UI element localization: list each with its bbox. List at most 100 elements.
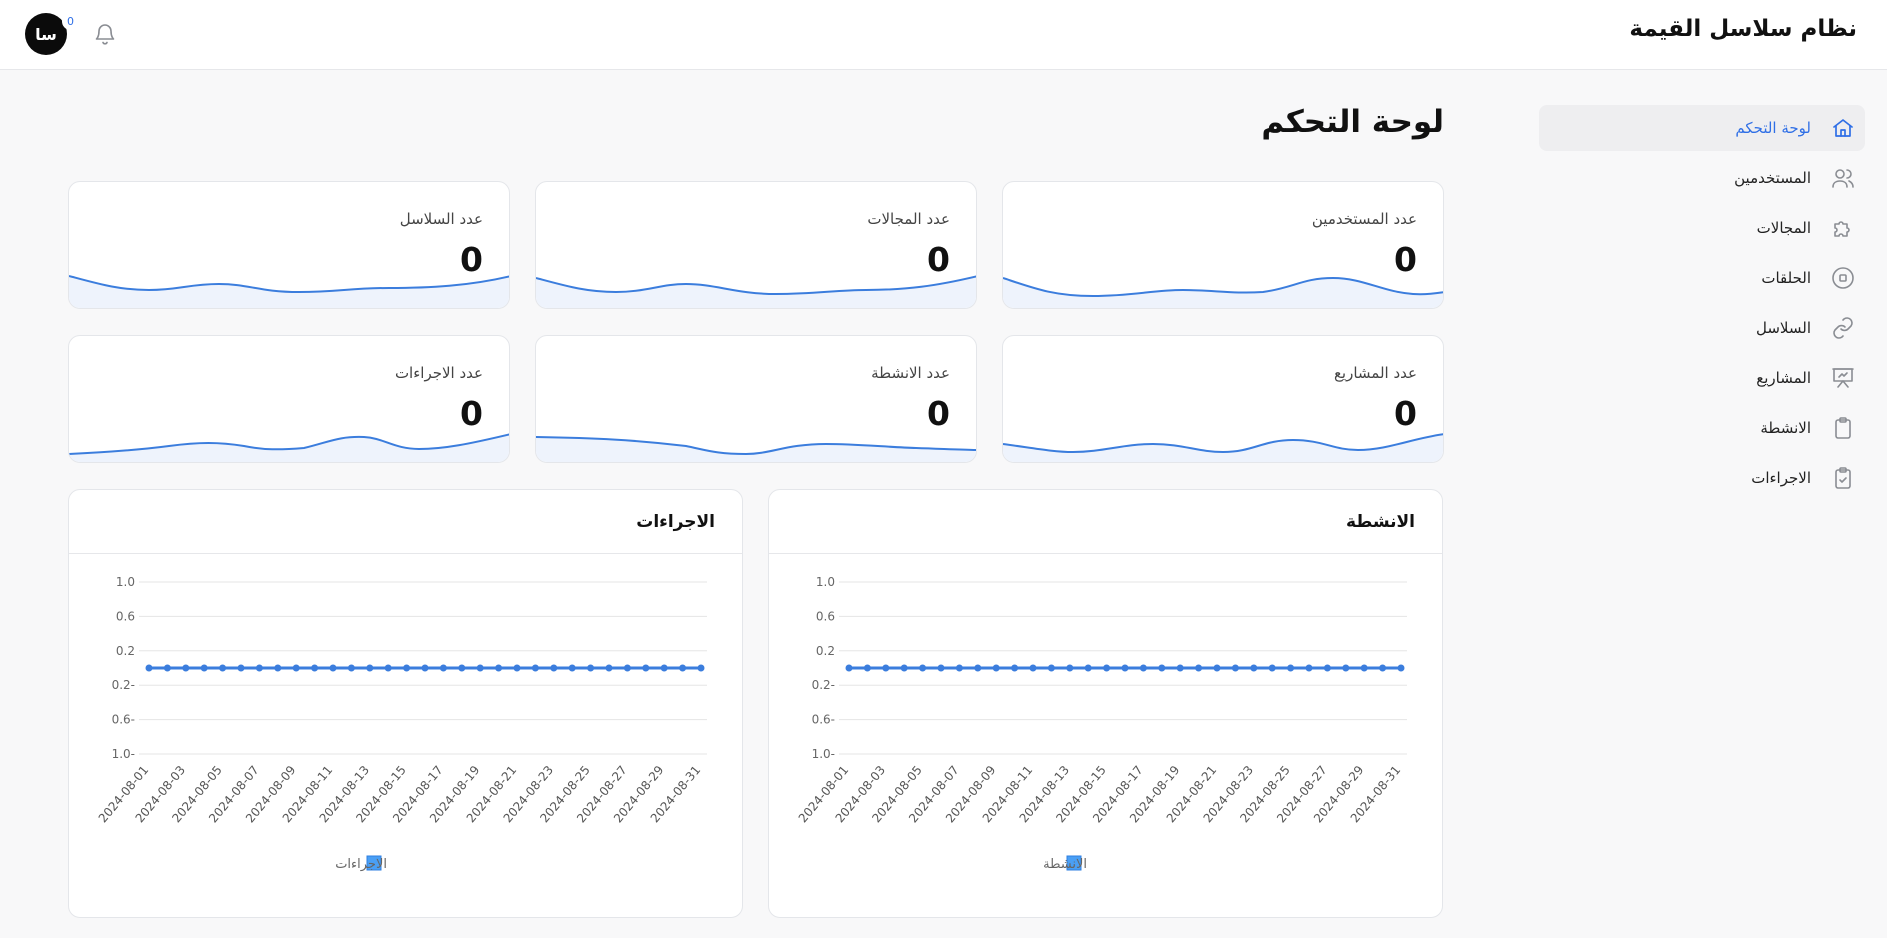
sidebar-item-label: لوحة التحكم bbox=[1735, 119, 1811, 137]
data-point bbox=[439, 664, 447, 672]
stat-value: 0 bbox=[927, 394, 950, 433]
legend-swatch bbox=[1066, 855, 1082, 871]
data-point bbox=[882, 664, 890, 672]
data-point bbox=[587, 664, 595, 672]
data-point bbox=[1158, 664, 1166, 672]
data-point bbox=[531, 664, 539, 672]
y-tick-label: 1.0 bbox=[116, 575, 135, 589]
line-chart-activities: 1.00.60.20.2-0.6-1.0-2024-08-012024-08-0… bbox=[796, 575, 1407, 872]
sidebar-item-rings[interactable]: الحلقات bbox=[1539, 255, 1865, 301]
data-point bbox=[937, 664, 945, 672]
sparkline bbox=[536, 275, 976, 308]
y-tick-label: 1.0- bbox=[812, 747, 835, 761]
data-point bbox=[182, 664, 190, 672]
stat-card-users: عدد المستخدمين 0 bbox=[1002, 181, 1444, 309]
chart-divider bbox=[769, 553, 1442, 554]
user-avatar[interactable]: سا bbox=[25, 13, 67, 55]
sidebar-item-label: السلاسل bbox=[1756, 319, 1811, 337]
sidebar-item-procedures[interactable]: الاجراءات bbox=[1539, 455, 1865, 501]
data-point bbox=[219, 664, 227, 672]
stat-value: 0 bbox=[460, 240, 483, 279]
stat-label: عدد المجالات bbox=[867, 210, 950, 228]
data-point bbox=[1397, 664, 1405, 672]
sidebar-item-chains[interactable]: السلاسل bbox=[1539, 305, 1865, 351]
stat-label: عدد المشاريع bbox=[1333, 364, 1417, 382]
data-point bbox=[845, 664, 853, 672]
sidebar-item-label: المجالات bbox=[1756, 219, 1811, 237]
stat-card-projects: عدد المشاريع 0 bbox=[1002, 335, 1444, 463]
sidebar-item-projects[interactable]: المشاريع bbox=[1539, 355, 1865, 401]
data-point bbox=[568, 664, 576, 672]
stat-card-activities: عدد الانشطة 0 bbox=[535, 335, 977, 463]
chart-title: الانشطة bbox=[1345, 512, 1415, 532]
stat-label: عدد السلاسل bbox=[399, 210, 483, 228]
chart-title: الاجراءات bbox=[636, 512, 715, 532]
stat-card-domains: عدد المجالات 0 bbox=[535, 181, 977, 309]
legend-swatch bbox=[366, 855, 382, 871]
legend-label: الاجراءات bbox=[335, 857, 387, 872]
clipboard-icon bbox=[1835, 417, 1851, 439]
stat-label: عدد الانشطة bbox=[871, 364, 950, 382]
data-point bbox=[679, 664, 687, 672]
sparkline bbox=[69, 433, 509, 462]
data-point bbox=[1176, 664, 1184, 672]
y-tick-label: 0.2- bbox=[812, 678, 835, 692]
sidebar-item-label: الاجراءات bbox=[1751, 469, 1811, 487]
data-point bbox=[642, 664, 650, 672]
data-point bbox=[421, 664, 429, 672]
sidebar-item-users[interactable]: المستخدمين bbox=[1539, 155, 1865, 201]
data-point bbox=[1011, 664, 1019, 672]
notification-count-badge: 0 bbox=[62, 13, 79, 30]
stat-value: 0 bbox=[1394, 240, 1417, 279]
data-point bbox=[255, 664, 263, 672]
line-chart-procedures: 1.00.60.20.2-0.6-1.0-2024-08-012024-08-0… bbox=[96, 575, 707, 872]
sidebar-item-label: الانشطة bbox=[1760, 419, 1811, 437]
data-point bbox=[329, 664, 337, 672]
sidebar-item-domains[interactable]: المجالات bbox=[1539, 205, 1865, 251]
data-point bbox=[403, 664, 411, 672]
sparkline bbox=[1003, 433, 1443, 462]
y-tick-label: 0.6 bbox=[816, 609, 835, 623]
stat-value: 0 bbox=[927, 240, 950, 279]
sidebar-item-dashboard[interactable]: لوحة التحكم bbox=[1539, 105, 1865, 151]
data-point bbox=[1287, 664, 1295, 672]
data-point bbox=[1323, 664, 1331, 672]
data-point bbox=[900, 664, 908, 672]
data-point bbox=[623, 664, 631, 672]
stat-card-procedures: عدد الاجراءات 0 bbox=[68, 335, 510, 463]
data-point bbox=[513, 664, 521, 672]
chart-card-procedures: الاجراءات 1.0 0.6 0.2 0.2- 0.6- 1.0- 2024-08-0… bbox=[68, 489, 743, 918]
data-point bbox=[1268, 664, 1276, 672]
sparkline bbox=[69, 275, 509, 308]
sparkline bbox=[536, 436, 976, 462]
sidebar-nav: لوحة التحكم المستخدمين المجالات الحلقات … bbox=[1539, 105, 1865, 505]
data-point bbox=[697, 664, 705, 672]
data-point bbox=[1360, 664, 1368, 672]
data-point bbox=[1213, 664, 1221, 672]
stat-card-chains: عدد السلاسل 0 bbox=[68, 181, 510, 309]
data-point bbox=[660, 664, 668, 672]
stat-value: 0 bbox=[1394, 394, 1417, 433]
app-title: نظام سلاسل القيمة bbox=[1629, 16, 1857, 42]
sidebar-item-activities[interactable]: الانشطة bbox=[1539, 405, 1865, 451]
data-point bbox=[311, 664, 319, 672]
bell-icon[interactable] bbox=[93, 21, 117, 47]
data-point bbox=[1066, 664, 1074, 672]
data-point bbox=[955, 664, 963, 672]
data-point bbox=[1379, 664, 1387, 672]
data-point bbox=[200, 664, 208, 672]
sidebar-item-label: الحلقات bbox=[1761, 269, 1811, 287]
stat-label: عدد المستخدمين bbox=[1311, 210, 1417, 228]
data-point bbox=[237, 664, 245, 672]
data-point bbox=[1195, 664, 1203, 672]
link-icon bbox=[1833, 317, 1853, 339]
presentation-icon bbox=[1832, 368, 1854, 388]
chart-card-activities: الانشطة 1.0 0.6 0.2 0.2- 0.6- 1.0- 2024-08-01 2… bbox=[768, 489, 1443, 918]
y-tick-label: 0.6- bbox=[812, 713, 835, 727]
y-tick-label: 1.0- bbox=[112, 747, 135, 761]
sidebar-item-label: المستخدمين bbox=[1734, 169, 1811, 187]
clipboard-check-icon bbox=[1835, 467, 1851, 489]
data-point bbox=[919, 664, 927, 672]
stat-value: 0 bbox=[460, 394, 483, 433]
data-point bbox=[992, 664, 1000, 672]
